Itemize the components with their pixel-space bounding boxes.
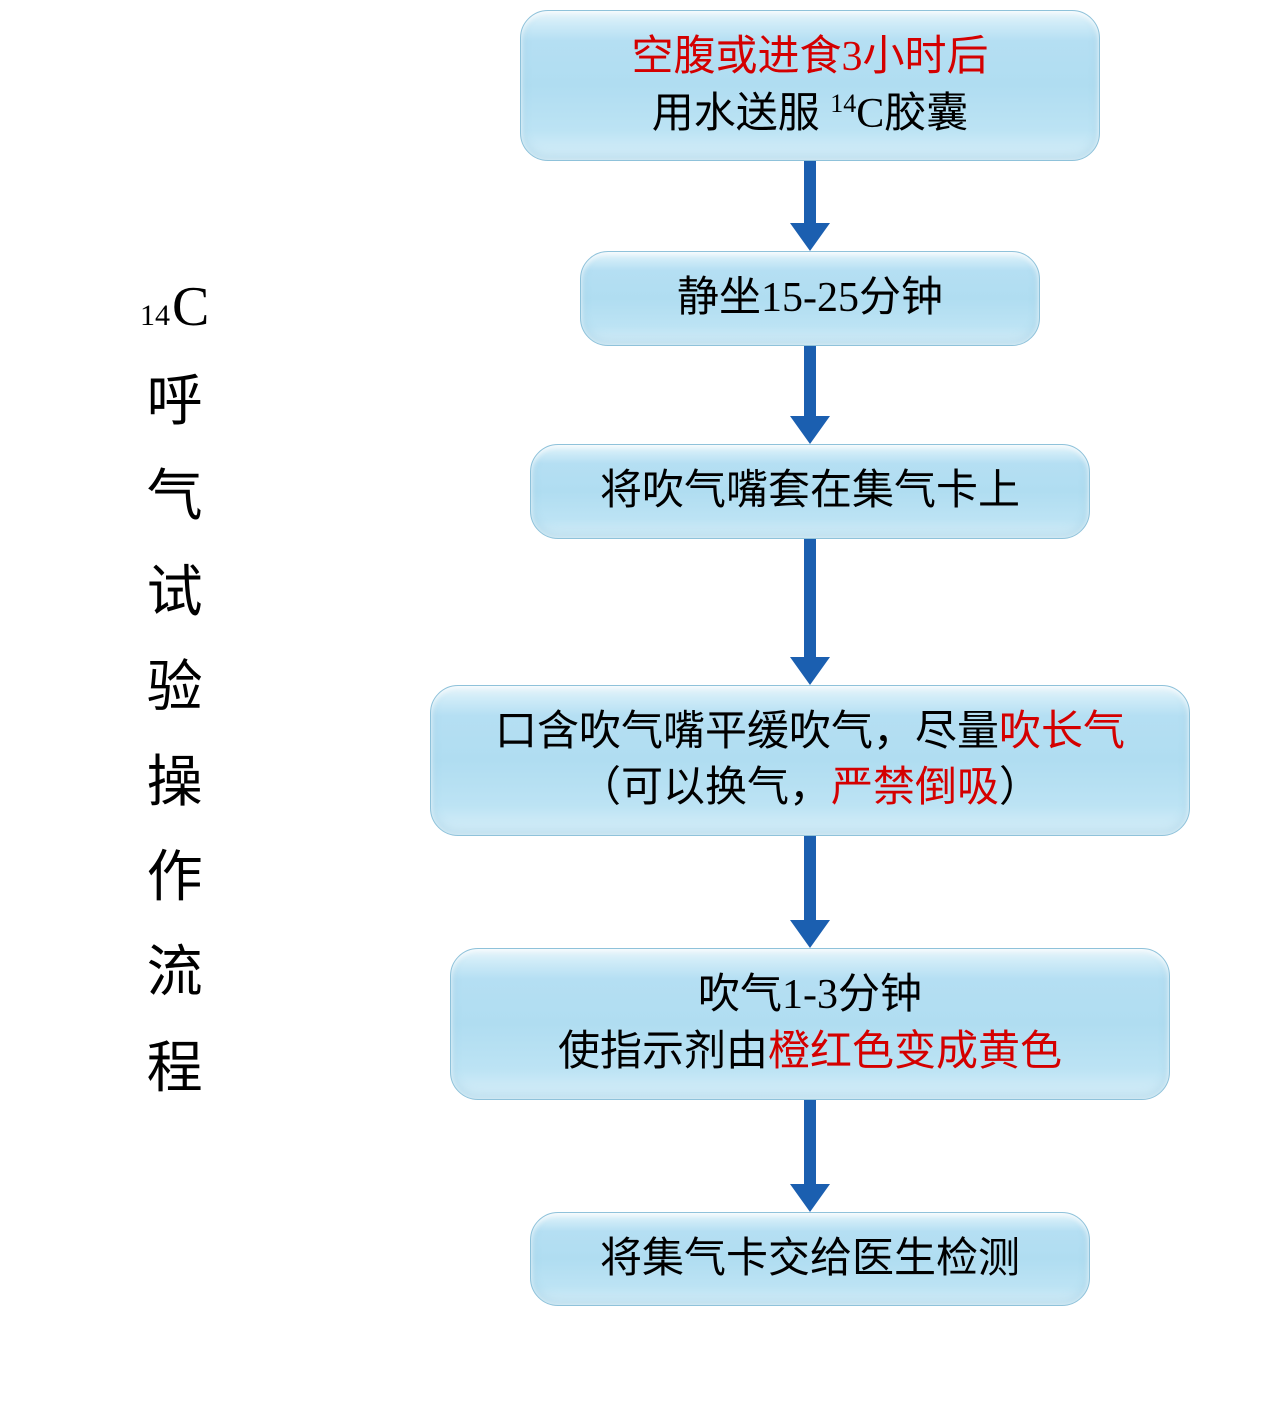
node-text: 将集气卡交给医生检测 [600,1236,1020,1282]
node-text: 空腹或进食3小时后 [631,34,988,80]
node-line: （可以换气，严禁倒吸） [579,760,1041,817]
node-text: 使指示剂由 [558,1029,768,1075]
flow-arrow [790,346,830,444]
title-sup: 14 [140,290,170,341]
node-text: ） [999,765,1041,811]
node-text: 静坐15-25分钟 [677,275,943,321]
flow-arrow [790,1100,830,1212]
node-sup: 14 [830,89,856,118]
title-char: 操 [147,736,203,831]
title-char: 试 [147,546,203,641]
flow-arrow [790,539,830,685]
node-text: 严禁倒吸 [831,765,999,811]
node-text: 橙红色变成黄色 [768,1029,1062,1075]
node-line: 吹气1-3分钟 [698,967,922,1024]
node-text: 将吹气嘴套在集气卡上 [600,468,1020,514]
title-char: 呼 [147,355,203,450]
flow-node-n6: 将集气卡交给医生检测 [530,1212,1090,1307]
flow-arrow [790,836,830,948]
title-first-letter: C [172,260,209,355]
flowchart: 空腹或进食3小时后用水送服 14C胶囊静坐15-25分钟将吹气嘴套在集气卡上口含… [370,10,1250,1306]
node-line: 空腹或进食3小时后 [631,29,988,86]
flow-arrow [790,161,830,251]
node-line: 使指示剂由橙红色变成黄色 [558,1024,1062,1081]
node-line: 静坐15-25分钟 [677,270,943,327]
node-text: 口含吹气嘴平缓吹气，尽量 [495,709,999,755]
node-text: （可以换气， [579,765,831,811]
flow-node-n5: 吹气1-3分钟使指示剂由橙红色变成黄色 [450,948,1170,1099]
flow-node-n4: 口含吹气嘴平缓吹气，尽量吹长气（可以换气，严禁倒吸） [430,685,1190,836]
flow-node-n1: 空腹或进食3小时后用水送服 14C胶囊 [520,10,1100,161]
node-line: 将集气卡交给医生检测 [600,1231,1020,1288]
title-char: 验 [147,641,203,736]
title-char: 程 [147,1022,203,1117]
flow-node-n3: 将吹气嘴套在集气卡上 [530,444,1090,539]
title-char: 气 [147,450,203,545]
node-line: 用水送服 14C胶囊 [652,86,969,143]
node-text: 吹长气 [999,709,1125,755]
title-char: 流 [147,926,203,1021]
node-line: 口含吹气嘴平缓吹气，尽量吹长气 [495,704,1125,761]
node-text: 吹气1-3分钟 [698,972,922,1018]
flow-node-n2: 静坐15-25分钟 [580,251,1040,346]
node-line: 将吹气嘴套在集气卡上 [600,463,1020,520]
diagram-title: 14C 呼气试验操作流程 [140,260,209,1117]
title-first-line: 14C [140,260,209,355]
node-text: C胶囊 [856,91,968,137]
node-text: 用水送服 [652,91,831,137]
title-char: 作 [147,831,203,926]
